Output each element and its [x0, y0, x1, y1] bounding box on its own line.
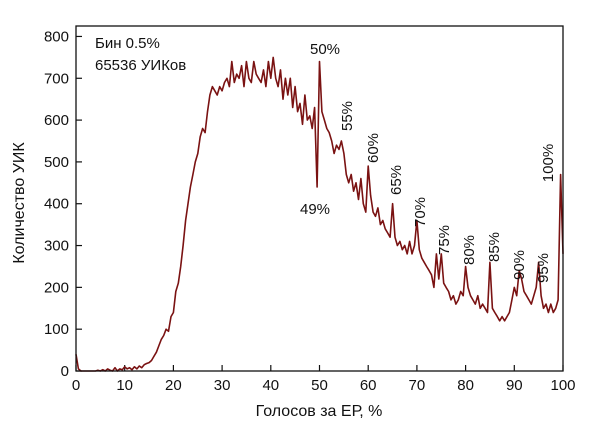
y-axis-title: Количество УИК [11, 142, 28, 264]
annotation: 95% [535, 253, 552, 283]
x-tick-label: 90 [506, 377, 523, 394]
y-tick-label: 800 [44, 28, 69, 45]
annotation: 70% [412, 197, 429, 227]
x-tick-label: 80 [457, 377, 474, 394]
y-tick-label: 500 [44, 154, 69, 171]
annotation: 75% [436, 225, 453, 255]
annotation: 55% [339, 101, 356, 131]
x-tick-label: 20 [165, 377, 182, 394]
y-tick-label: 300 [44, 238, 69, 255]
y-tick-label: 0 [61, 363, 69, 380]
x-tick-label: 30 [214, 377, 231, 394]
x-tick-label: 100 [550, 377, 575, 394]
x-tick-label: 60 [360, 377, 377, 394]
annotation: 65% [388, 165, 405, 195]
y-tick-label: 400 [44, 196, 69, 213]
x-tick-label: 40 [262, 377, 279, 394]
y-tick-label: 700 [44, 70, 69, 87]
annotation: 50% [310, 41, 340, 58]
annotation: 65536 УИКов [95, 57, 186, 74]
annotation: 100% [540, 144, 557, 182]
x-axis-title: Голосов за ЕР, % [256, 403, 383, 420]
x-tick-label: 50 [311, 377, 328, 394]
annotation: Бин 0.5% [95, 35, 160, 52]
annotation: 90% [511, 250, 528, 280]
annotation: 80% [461, 235, 478, 265]
x-tick-label: 10 [116, 377, 133, 394]
x-tick-label: 0 [72, 377, 80, 394]
annotation: 49% [300, 201, 330, 218]
plot-frame [75, 25, 564, 372]
annotation: 85% [486, 232, 503, 262]
y-tick-label: 100 [44, 321, 69, 338]
y-tick-label: 600 [44, 112, 69, 129]
data-line [75, 56, 564, 372]
x-tick-label: 70 [409, 377, 426, 394]
y-tick-label: 200 [44, 279, 69, 296]
annotation: 60% [365, 133, 382, 163]
